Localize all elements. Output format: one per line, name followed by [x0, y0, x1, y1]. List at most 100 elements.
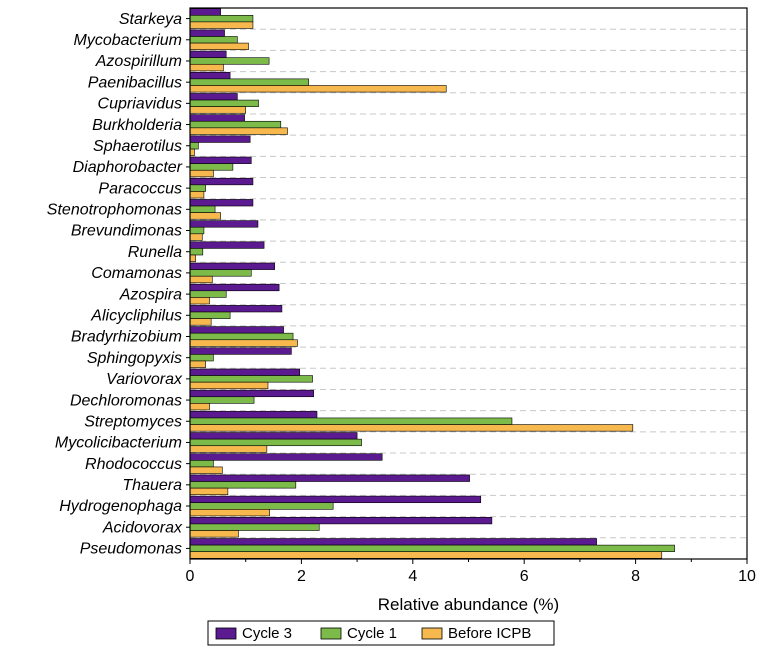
- legend-label: Before ICPB: [448, 625, 531, 642]
- bar-before-icpb: [189, 445, 268, 453]
- x-tick-label: 8: [631, 568, 640, 585]
- bar-cycle-1: [189, 120, 282, 129]
- bar-cycle-3: [189, 411, 318, 419]
- bar-cycle-1: [189, 163, 234, 171]
- bar-before-icpb: [189, 403, 210, 411]
- bar-cycle-3: [189, 135, 251, 143]
- bar-before-icpb: [189, 21, 254, 29]
- bar-before-icpb: [189, 381, 269, 390]
- bar-cycle-1: [189, 290, 227, 298]
- category-labels: Starkeya Mycobacterium Azospirillum Paeniba…: [47, 11, 190, 558]
- x-tick-label: 2: [297, 568, 306, 585]
- bar-before-icpb: [189, 233, 203, 241]
- bar-cycle-3: [189, 326, 284, 334]
- category-label: Paenibacillus: [88, 74, 182, 91]
- category-label: Comamonas: [91, 265, 182, 282]
- x-tick-label: 0: [186, 568, 195, 585]
- bar-cycle-3: [189, 156, 252, 164]
- bar-before-icpb: [189, 318, 212, 326]
- bar-before-icpb: [189, 191, 205, 199]
- bar-cycle-3: [189, 71, 231, 80]
- bar-cycle-3: [189, 517, 493, 525]
- bar-cycle-1: [189, 269, 252, 277]
- bar-before-icpb: [189, 127, 288, 135]
- x-tick-label: 10: [738, 568, 756, 585]
- bar-before-icpb: [189, 530, 239, 538]
- category-label: Brevundimonas: [71, 223, 182, 240]
- bar-before-icpb: [189, 360, 206, 368]
- x-axis-ticks: 0 2 4 6 8 10: [186, 559, 756, 585]
- bar-cycle-3: [189, 368, 301, 376]
- bar-cycle-3: [189, 199, 254, 207]
- legend-label: Cycle 3: [242, 625, 292, 642]
- legend-swatch: [320, 627, 342, 640]
- bar-cycle-3: [189, 8, 221, 16]
- bar-before-icpb: [189, 487, 229, 496]
- bar-cycle-1: [189, 226, 205, 235]
- category-label: Bradyrhizobium: [71, 329, 182, 346]
- category-label: Alicycliphilus: [90, 308, 182, 325]
- bar-cycle-3: [189, 241, 265, 249]
- bar-cycle-3: [189, 262, 275, 270]
- bar-before-icpb: [189, 509, 270, 517]
- bar-cycle-3: [189, 347, 292, 355]
- bar-cycle-3: [189, 305, 283, 313]
- bar-cycle-1: [189, 78, 309, 86]
- bar-cycle-1: [189, 417, 513, 425]
- bar-cycle-3: [189, 474, 470, 482]
- category-label: Acidovorax: [102, 519, 183, 536]
- bar-cycle-1: [189, 57, 270, 65]
- category-label: Sphingopyxis: [87, 350, 182, 367]
- bar-cycle-3: [189, 29, 225, 37]
- category-label: Dechloromonas: [70, 392, 182, 409]
- bar-cycle-3: [189, 220, 259, 228]
- bar-before-icpb: [189, 275, 213, 284]
- legend-box: [207, 620, 555, 646]
- bar-cycle-1: [189, 248, 204, 256]
- gridlines: [190, 28, 747, 539]
- bars: [189, 8, 675, 559]
- bar-cycle-1: [189, 332, 294, 341]
- category-label: Streptomyces: [84, 413, 182, 430]
- bar-cycle-3: [189, 283, 280, 292]
- bar-cycle-3: [189, 432, 358, 440]
- bar-cycle-1: [189, 375, 313, 383]
- bar-before-icpb: [189, 169, 214, 178]
- bar-cycle-1: [189, 142, 199, 150]
- category-label: Sphaerotilus: [93, 138, 182, 155]
- bar-cycle-3: [189, 538, 597, 546]
- bar-cycle-3: [189, 93, 238, 101]
- category-label: Thauera: [122, 477, 182, 494]
- category-label: Pseudomonas: [80, 541, 182, 558]
- bar-cycle-1: [189, 460, 214, 468]
- x-tick-label: 4: [408, 568, 417, 585]
- bar-before-icpb: [189, 63, 224, 72]
- bar-before-icpb: [189, 85, 447, 93]
- bar-cycle-1: [189, 36, 238, 44]
- bar-cycle-1: [189, 438, 362, 447]
- category-label: Runella: [128, 244, 182, 261]
- bar-cycle-3: [189, 114, 245, 122]
- bar-before-icpb: [189, 466, 223, 474]
- bar-before-icpb: [189, 148, 195, 156]
- bar-before-icpb: [189, 339, 298, 347]
- x-tick-label: 6: [520, 568, 529, 585]
- legend-swatch: [215, 627, 237, 640]
- bar-cycle-1: [189, 311, 231, 319]
- category-label: Rhodococcus: [85, 456, 182, 473]
- category-label: Variovorax: [106, 371, 183, 388]
- bar-before-icpb: [189, 424, 634, 432]
- category-label: Stenotrophomonas: [47, 202, 182, 219]
- bar-cycle-1: [189, 502, 334, 510]
- category-label: Mycobacterium: [74, 32, 182, 49]
- bar-cycle-1: [189, 99, 259, 107]
- bar-cycle-3: [189, 389, 314, 398]
- bar-before-icpb: [189, 212, 221, 220]
- bar-before-icpb: [189, 106, 247, 114]
- bar-before-icpb: [189, 254, 196, 262]
- x-axis-title: Relative abundance (%): [378, 595, 559, 614]
- category-label: Hydrogenophaga: [59, 498, 182, 515]
- bar-cycle-1: [189, 354, 214, 362]
- category-label: Paracoccus: [98, 180, 182, 197]
